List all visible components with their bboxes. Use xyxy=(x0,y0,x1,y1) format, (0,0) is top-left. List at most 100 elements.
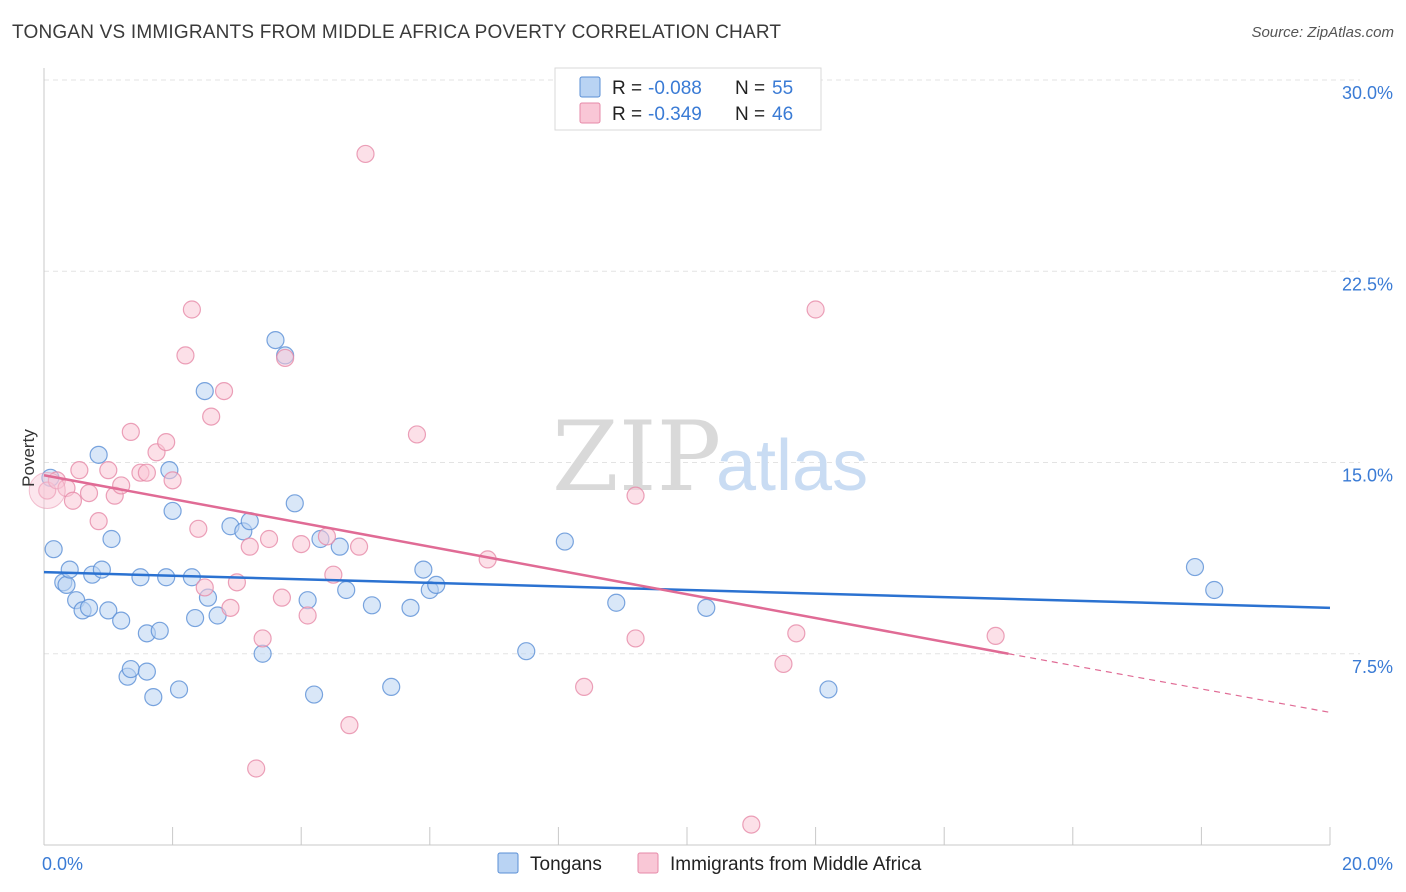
point-s0-9 xyxy=(89,445,108,464)
trend-line-s1 xyxy=(43,474,1009,655)
y-tick-labels: 7.5% 15.0% 22.5% 30.0% xyxy=(1342,83,1393,677)
point-s0-20 xyxy=(150,621,169,640)
legend-n-label-tongans: N = xyxy=(735,78,765,99)
point-s0-45 xyxy=(414,560,433,579)
point-s1-14 xyxy=(157,433,176,452)
point-s1-41 xyxy=(626,629,645,648)
point-s1-6 xyxy=(89,512,108,531)
legend-r-value-middle-africa: -0.349 xyxy=(648,104,702,125)
point-s0-37 xyxy=(298,591,317,610)
point-s0-33 xyxy=(253,644,272,663)
point-s1-40 xyxy=(626,486,645,505)
point-s0-36 xyxy=(285,494,304,513)
y-tick-label-0: 7.5% xyxy=(1352,657,1393,677)
point-s1-24 xyxy=(240,537,259,556)
point-s0-41 xyxy=(337,580,356,600)
legend-bottom: Tongans Immigrants from Middle Africa xyxy=(497,852,922,875)
point-s0-15 xyxy=(121,659,140,679)
point-s1-7 xyxy=(99,461,118,480)
point-s0-16 xyxy=(131,568,150,587)
point-s0-26 xyxy=(186,608,205,628)
y-axis-label: Poverty xyxy=(19,429,38,487)
watermark: ZIP atlas xyxy=(552,401,868,513)
point-s1-43 xyxy=(774,654,793,674)
point-s1-26 xyxy=(253,629,272,648)
point-s1-39 xyxy=(575,677,594,697)
legend-n-value-tongans: 55 xyxy=(772,78,793,99)
legend-swatch-middle-africa xyxy=(579,102,601,124)
point-s1-28 xyxy=(276,348,295,368)
legend-bottom-swatch-middle-africa xyxy=(637,852,659,874)
point-s1-10 xyxy=(121,422,140,441)
point-s1-46 xyxy=(986,626,1005,646)
point-s0-4 xyxy=(60,560,79,579)
point-s0-1 xyxy=(44,540,63,559)
point-s1-16 xyxy=(176,346,195,365)
legend-r-value-tongans: -0.088 xyxy=(648,78,702,99)
point-s1-25 xyxy=(247,759,266,778)
point-s0-13 xyxy=(112,611,131,630)
legend-n-label-middle-africa: N = xyxy=(735,104,765,125)
point-s0-44 xyxy=(401,598,420,617)
point-s1-35 xyxy=(349,537,369,556)
legend-top: R = -0.088 N = 55 R = -0.349 N = 46 xyxy=(554,67,822,131)
legend-bottom-label-middle-africa: Immigrants from Middle Africa xyxy=(670,854,922,875)
legend-bottom-label-tongans: Tongans xyxy=(530,854,602,875)
point-s0-54 xyxy=(1205,580,1224,600)
point-s1-20 xyxy=(202,407,221,426)
point-s0-48 xyxy=(517,642,536,661)
point-s1-18 xyxy=(189,519,208,538)
x-tick-labels: 0.0% 20.0% xyxy=(42,854,1393,874)
axes xyxy=(43,68,1331,846)
x-tick-label-0: 0.0% xyxy=(42,854,83,874)
trend-ext-s1 xyxy=(1008,653,1331,713)
point-s0-38 xyxy=(304,685,324,704)
point-s0-50 xyxy=(607,593,626,612)
point-s1-4 xyxy=(70,461,89,480)
point-s0-10 xyxy=(92,560,111,579)
point-s0-53 xyxy=(1185,557,1205,577)
point-s1-3 xyxy=(63,491,83,510)
point-s0-23 xyxy=(163,501,182,521)
trend-lines xyxy=(43,474,1331,713)
point-s0-34 xyxy=(266,331,285,350)
point-s0-43 xyxy=(382,677,401,697)
point-s0-49 xyxy=(555,532,574,551)
point-s0-42 xyxy=(362,596,382,615)
trend-line-s0 xyxy=(43,570,1331,610)
chart-title: TONGAN VS IMMIGRANTS FROM MIDDLE AFRICA … xyxy=(12,22,782,43)
legend-bottom-swatch-tongans xyxy=(497,852,519,874)
legend-r-label-tongans: R = xyxy=(612,78,642,99)
point-s1-34 xyxy=(340,716,359,735)
point-s0-27 xyxy=(195,382,214,401)
point-s1-12 xyxy=(137,463,156,482)
point-s0-52 xyxy=(819,680,838,699)
point-s0-19 xyxy=(144,687,163,707)
y-tick-label-1: 15.0% xyxy=(1342,466,1393,486)
point-s1-27 xyxy=(259,529,279,549)
point-s1-21 xyxy=(214,382,234,401)
data-points xyxy=(28,144,1224,834)
point-s1-44 xyxy=(787,624,806,643)
point-s1-37 xyxy=(407,425,427,444)
point-s1-15 xyxy=(163,471,182,490)
y-tick-label-3: 30.0% xyxy=(1342,83,1393,103)
point-s0-7 xyxy=(79,598,99,617)
point-s1-32 xyxy=(317,527,337,546)
point-s0-51 xyxy=(697,598,716,617)
point-s1-17 xyxy=(182,300,201,319)
x-tick-label-1: 20.0% xyxy=(1342,854,1393,874)
legend-swatch-tongans xyxy=(579,76,601,98)
point-s0-47 xyxy=(427,575,446,595)
watermark-atlas: atlas xyxy=(716,426,868,506)
point-s1-36 xyxy=(356,144,375,164)
point-s1-19 xyxy=(195,578,214,597)
point-s1-5 xyxy=(79,484,99,503)
point-s1-42 xyxy=(742,815,761,834)
point-s0-24 xyxy=(169,680,189,699)
point-s1-30 xyxy=(292,534,311,554)
legend-r-label-middle-africa: R = xyxy=(612,104,642,125)
legend-n-value-middle-africa: 46 xyxy=(772,104,793,125)
point-s0-12 xyxy=(102,529,121,549)
